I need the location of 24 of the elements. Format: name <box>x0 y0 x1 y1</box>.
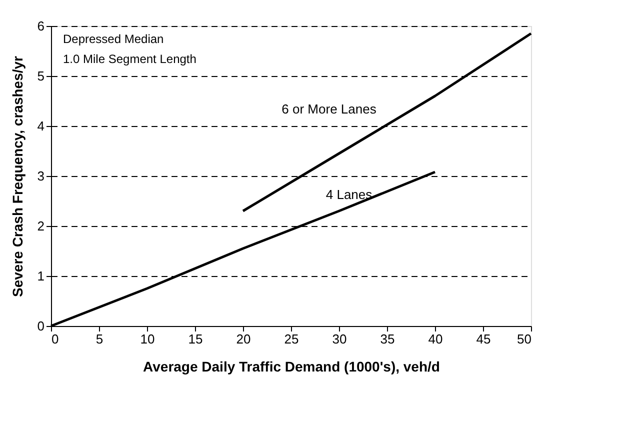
x-tick-label: 5 <box>96 332 104 346</box>
x-tick-label: 0 <box>52 332 59 346</box>
y-tick-label: 3 <box>37 168 44 184</box>
series-label: 6 or More Lanes <box>282 102 377 116</box>
y-tick-label: 1 <box>37 268 44 284</box>
x-tick-label: 20 <box>236 332 251 346</box>
y-tick-label: 5 <box>37 68 44 84</box>
series-label: 4 Lanes <box>326 187 373 202</box>
y-tick-label: 6 <box>37 18 44 34</box>
y-tick-label: 4 <box>37 118 44 134</box>
x-tick-label: 40 <box>428 332 443 346</box>
x-tick-label: 45 <box>476 332 491 346</box>
x-tick-label: 50 <box>517 332 532 346</box>
x-axis-title: Average Daily Traffic Demand (1000's), veh/d <box>143 358 440 374</box>
x-tick-label: 15 <box>188 332 203 346</box>
x-tick-label: 25 <box>284 332 299 346</box>
x-tick-label: 10 <box>140 332 155 346</box>
x-tick-label: 35 <box>380 332 395 346</box>
annotation: 1.0 Mile Segment Length <box>63 52 196 66</box>
y-tick-label: 0 <box>37 318 44 334</box>
annotation: Depressed Median <box>63 32 164 46</box>
y-axis-title: Severe Crash Frequency, crashes/yr <box>9 55 26 297</box>
y-tick-label: 2 <box>37 218 44 234</box>
x-tick-label: 30 <box>332 332 347 346</box>
